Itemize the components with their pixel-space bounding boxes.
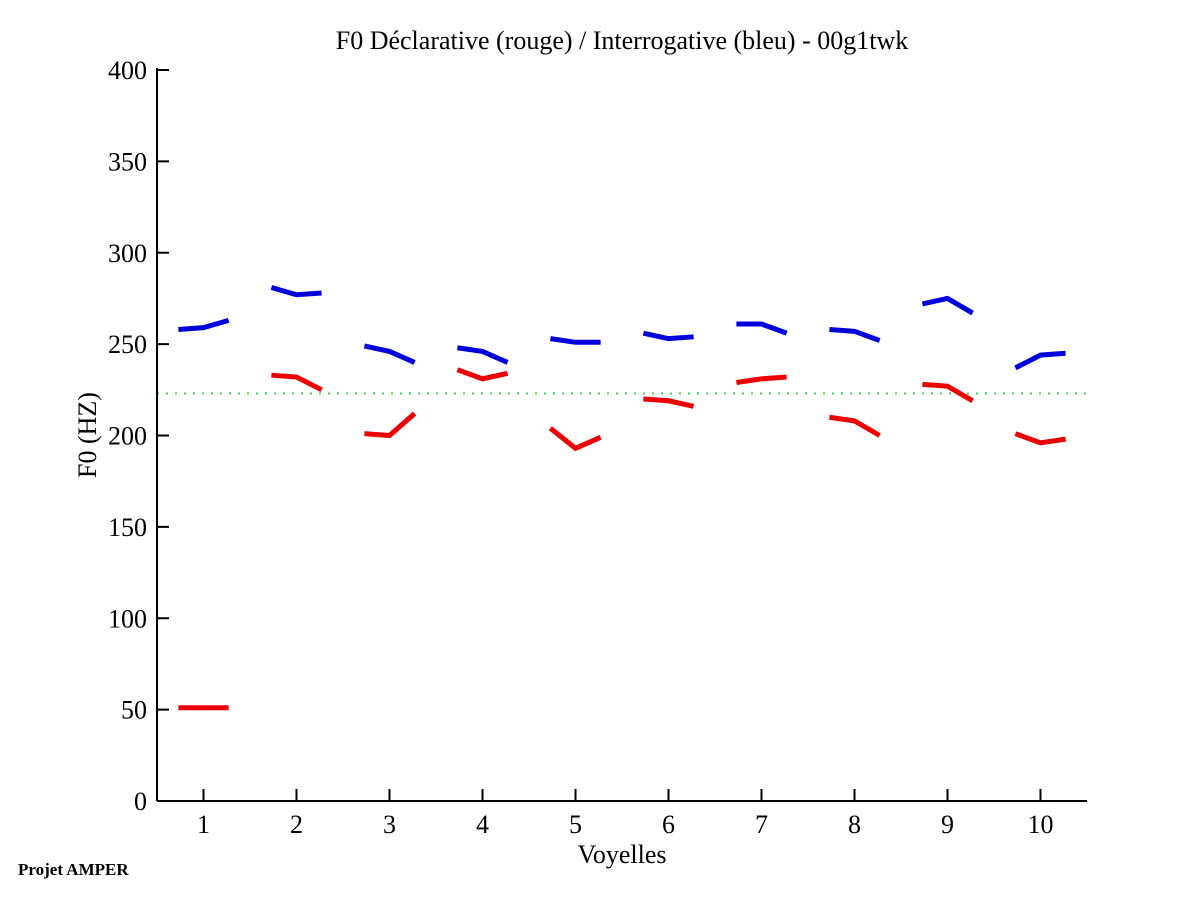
segment-declarative-9 (922, 381, 974, 403)
y-tick-label: 200 (108, 422, 147, 451)
y-tick-label: 250 (108, 330, 147, 359)
segment-declarative-2 (271, 372, 323, 393)
y-tick-label: 50 (121, 696, 147, 725)
segment-interrogative-5 (550, 336, 601, 345)
segment-interrogative-4 (457, 345, 509, 365)
segment-interrogative-1 (178, 317, 230, 332)
x-tick-label: 10 (1028, 810, 1054, 839)
y-axis-label: F0 (HZ) (73, 392, 102, 478)
segment-declarative-7 (736, 374, 787, 385)
y-tick-label: 350 (108, 147, 147, 176)
segment-declarative-6 (643, 396, 695, 409)
x-tick-label: 3 (383, 810, 396, 839)
segment-interrogative-9 (921, 295, 974, 316)
segment-declarative-4 (456, 367, 509, 382)
y-tick-label: 300 (108, 239, 147, 268)
project-label: Projet AMPER (18, 860, 129, 879)
y-tick-label: 400 (108, 56, 147, 85)
segment-declarative-10 (1014, 431, 1066, 446)
x-tick-label: 4 (476, 810, 489, 839)
x-tick-label: 2 (290, 810, 303, 839)
x-tick-label: 7 (755, 810, 768, 839)
segment-interrogative-10 (1014, 350, 1066, 371)
y-tick-label: 100 (108, 604, 147, 633)
x-tick-label: 9 (941, 810, 954, 839)
segment-interrogative-8 (829, 327, 881, 343)
chart-title: F0 Déclarative (rouge) / Interrogative (… (335, 26, 909, 55)
segment-interrogative-2 (270, 285, 322, 298)
y-tick-label: 150 (108, 513, 147, 542)
x-tick-label: 1 (197, 810, 210, 839)
x-axis-label: Voyelles (577, 840, 667, 869)
y-tick-label: 0 (134, 787, 147, 816)
segment-interrogative-7 (736, 321, 788, 336)
x-tick-label: 6 (662, 810, 675, 839)
segment-interrogative-6 (642, 330, 694, 342)
segment-declarative-8 (829, 414, 881, 438)
x-tick-label: 8 (848, 810, 861, 839)
x-tick-label: 5 (569, 810, 582, 839)
segment-declarative-5 (548, 426, 602, 452)
segment-declarative-3 (364, 411, 417, 439)
segment-interrogative-3 (363, 343, 416, 365)
